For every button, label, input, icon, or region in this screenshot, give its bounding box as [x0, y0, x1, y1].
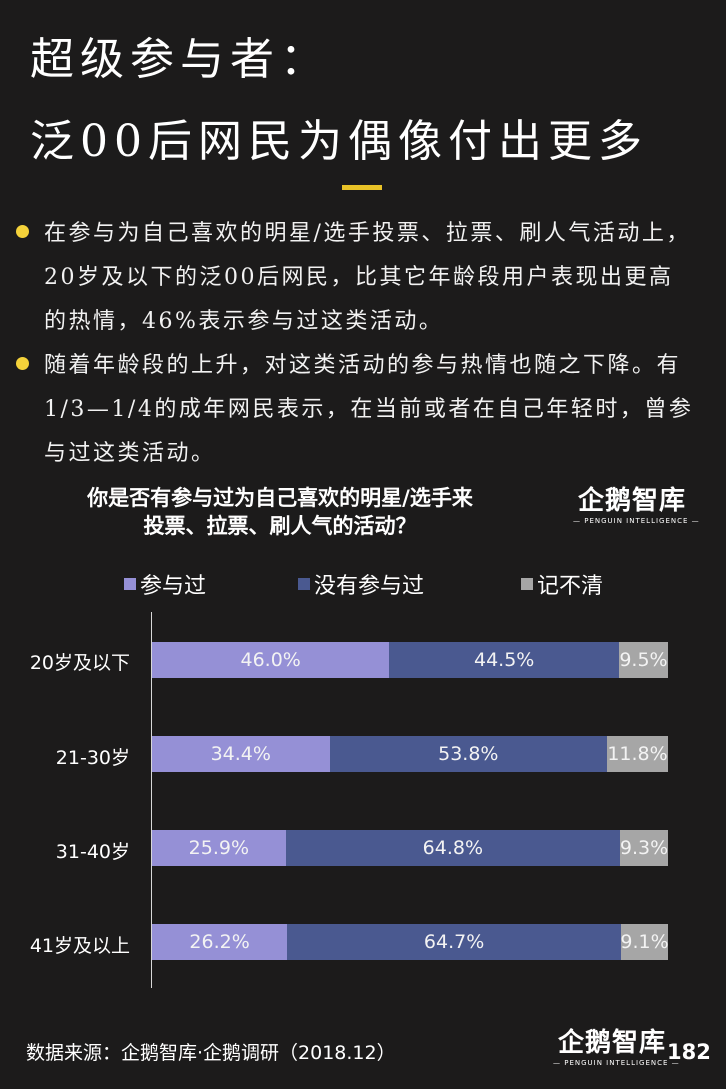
chart-axis-line — [151, 612, 152, 988]
bar-segment-participated: 26.2% — [152, 924, 288, 960]
page-title-line-1: 超级参与者： — [30, 34, 330, 85]
logo-text-cn: 企鹅智库 — [557, 1028, 666, 1058]
chart-title: 你是否有参与过为自己喜欢的明星/选手来 投票、拉票、刷人气的活动？ — [30, 484, 530, 540]
bullet-dot-icon — [16, 357, 29, 370]
bar-segment-participated: 34.4% — [152, 736, 330, 772]
logo-text-en: — PENGUIN INTELLIGENCE — — [573, 517, 700, 525]
legend-item-participated: 参与过 — [124, 568, 206, 600]
row-label: 31-40岁 — [55, 841, 130, 863]
row-label: 41岁及以上 — [29, 935, 130, 957]
bar-segment-not-participated: 64.7% — [287, 924, 622, 960]
bar-segment-not-participated: 53.8% — [329, 736, 608, 772]
page-number: 182 — [667, 1040, 711, 1064]
penguin-intelligence-logo: 企鹅智库 — PENGUIN INTELLIGENCE — — [573, 486, 700, 525]
bar-segment-not-participated: 44.5% — [389, 642, 619, 678]
legend-item-not-remember: 记不清 — [521, 568, 603, 600]
stacked-bar-row: 26.2% 64.7% 9.1% — [152, 924, 668, 960]
bullet-point-1: 在参与为自己喜欢的明星/选手投票、拉票、刷人气活动上，20岁及以下的泛00后网民… — [16, 212, 696, 344]
chart-title-line-1: 你是否有参与过为自己喜欢的明星/选手来 — [87, 486, 473, 510]
legend-swatch-icon — [124, 578, 136, 590]
chart-legend: 参与过 没有参与过 记不清 — [0, 568, 726, 600]
stacked-bar-row: 25.9% 64.8% 9.3% — [152, 830, 668, 866]
page-title-line-2: 泛00后网民为偶像付出更多 — [30, 116, 648, 167]
logo-text-cn: 企鹅智库 — [577, 486, 686, 516]
bar-segment-not-remember: 11.8% — [607, 736, 668, 772]
chart-title-line-2: 投票、拉票、刷人气的活动？ — [143, 514, 417, 538]
logo-text-en: — PENGUIN INTELLIGENCE — — [553, 1059, 680, 1067]
bar-segment-not-remember: 9.1% — [621, 924, 668, 960]
bar-segment-not-remember: 9.3% — [620, 830, 668, 866]
legend-swatch-icon — [521, 578, 533, 590]
stacked-bar-row: 34.4% 53.8% 11.8% — [152, 736, 668, 772]
bar-segment-not-participated: 64.8% — [285, 830, 620, 866]
legend-label: 没有参与过 — [314, 574, 425, 599]
bullet-text: 在参与为自己喜欢的明星/选手投票、拉票、刷人气活动上，20岁及以下的泛00后网民… — [44, 221, 691, 334]
bar-segment-not-remember: 9.5% — [618, 642, 668, 678]
bullet-point-2: 随着年龄段的上升，对这类活动的参与热情也随之下降。有1/3—1/4的成年网民表示… — [16, 344, 696, 476]
stacked-bar-row: 46.0% 44.5% 9.5% — [152, 642, 668, 678]
bullet-dot-icon — [16, 225, 29, 238]
legend-item-not-participated: 没有参与过 — [298, 568, 424, 600]
title-accent-bar — [342, 185, 382, 190]
legend-swatch-icon — [298, 578, 310, 590]
bar-segment-participated: 25.9% — [152, 830, 286, 866]
penguin-intelligence-logo-footer: 企鹅智库 — PENGUIN INTELLIGENCE — — [553, 1028, 680, 1067]
bullet-text: 随着年龄段的上升，对这类活动的参与热情也随之下降。有1/3—1/4的成年网民表示… — [44, 353, 694, 466]
row-label: 20岁及以下 — [29, 652, 130, 674]
legend-label: 记不清 — [537, 574, 604, 599]
legend-label: 参与过 — [140, 574, 207, 599]
row-label: 21-30岁 — [55, 747, 130, 769]
data-source-note: 数据来源：企鹅智库·企鹅调研（2018.12） — [26, 1042, 396, 1064]
bar-segment-participated: 46.0% — [152, 642, 390, 678]
